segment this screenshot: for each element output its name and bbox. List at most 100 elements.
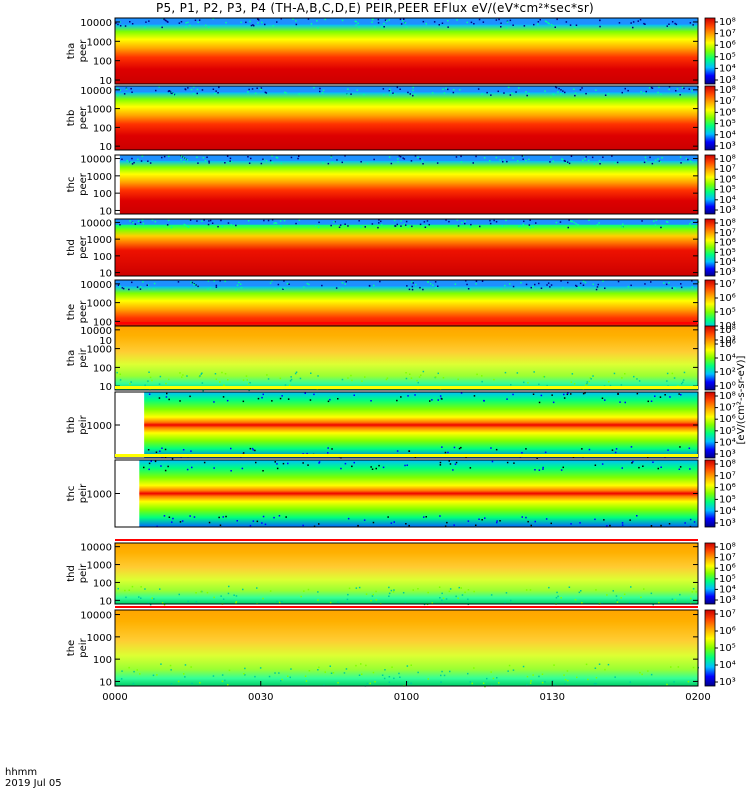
y-tick-label: 100: [93, 57, 112, 68]
date-label: 2019 Jul 05: [5, 778, 62, 789]
colorbar-tick-label: 10⁶: [719, 414, 736, 425]
colorbar-tick-label: 10⁴: [719, 321, 736, 332]
y-axis-label-probe: the: [66, 640, 77, 656]
colorbar-tick-label: 10⁷: [719, 471, 736, 482]
colorbar-tick-label: 10³: [719, 335, 736, 346]
y-axis-label-probe: the: [66, 304, 77, 320]
colorbar-label: [eV/(cm²-s-sr-eV)]: [736, 355, 747, 444]
y-axis-label-instrument: peir: [78, 347, 89, 367]
colorbar-tick-label: 10⁶: [719, 563, 736, 574]
y-tick-label: 100: [93, 655, 112, 666]
colorbar-tick-label: 10³: [719, 677, 736, 688]
spectrogram-fill: [144, 392, 698, 458]
colorbar-tick-label: 10⁸: [719, 218, 736, 229]
colorbar-tick-label: 10⁵: [719, 307, 736, 318]
y-axis-label-probe: thb: [66, 417, 77, 434]
x-tick-label: 0200: [685, 692, 710, 703]
y-tick-label: 10: [99, 336, 112, 347]
y-tick-label: 1000: [87, 172, 112, 183]
colorbar-tick-label: 10³: [719, 205, 736, 216]
colorbar-tick-label: 10²: [719, 367, 736, 378]
y-axis-label-probe: thd: [66, 239, 77, 256]
colorbar-tick-label: 10⁶: [719, 483, 736, 494]
colorbar-tick-label: 10⁸: [719, 154, 736, 165]
y-axis-label-instrument: peer: [78, 235, 89, 259]
x-tick-label: 0100: [394, 692, 419, 703]
spectrogram-fill: [119, 160, 698, 214]
y-tick-label: 10000: [80, 326, 112, 337]
colorbar-tick-label: 10³: [719, 267, 736, 278]
y-tick-label: 100: [93, 578, 112, 589]
colorbar-tick-label: 10⁴: [719, 353, 736, 364]
colorbar-tick-label: 10⁶: [719, 174, 736, 185]
colorbar-tick-label: 10⁷: [719, 29, 736, 40]
y-axis-label-instrument: peir: [78, 563, 89, 583]
y-axis-label-probe: thb: [66, 110, 77, 127]
y-tick-label: 10000: [80, 18, 112, 29]
y-axis-label-instrument: peir: [78, 483, 89, 503]
y-axis-label-probe: thd: [66, 565, 77, 582]
colorbar-tick-label: 10⁴: [719, 506, 736, 517]
colorbar-tick-label: 10⁶: [719, 626, 736, 637]
y-tick-label: 10000: [80, 155, 112, 166]
colorbar-tick-label: 10⁸: [719, 85, 736, 96]
colorbar-tick-label: 10⁷: [719, 553, 736, 564]
y-tick-label: 10: [99, 677, 112, 688]
y-tick-label: 10000: [80, 280, 112, 291]
y-axis-label-probe: tha: [66, 43, 77, 59]
y-tick-label: 100: [93, 123, 112, 134]
y-axis-label-instrument: peer: [78, 39, 89, 63]
colorbar-tick-label: 10⁶: [719, 107, 736, 118]
colorbar-tick-label: 10⁰: [719, 381, 736, 392]
panel-the-peir: 10000 1000 100 10 the peir 10⁷ 10⁶ 10⁵ 10⁴ 10³: [66, 606, 736, 688]
y-tick-label: 1000: [87, 105, 112, 116]
spectrogram-fill: [115, 224, 698, 276]
y-tick-label: 1000: [87, 421, 112, 432]
colorbar-tick-label: 10³: [719, 518, 736, 529]
colorbar-tick-label: 10⁴: [719, 584, 736, 595]
colorbar-tha-peir: 10⁸ 10⁶ 10⁴ 10² 10⁰: [704, 325, 736, 392]
y-tick-label: 1000: [87, 561, 112, 572]
spectrogram-fill: [115, 610, 698, 686]
y-tick-label: 10000: [80, 543, 112, 554]
y-axis-label-instrument: peir: [78, 637, 89, 657]
y-tick-label: 100: [93, 252, 112, 263]
spectrogram-fill: [115, 326, 698, 390]
y-tick-label: 10: [99, 76, 112, 87]
colorbar-tick-label: 10⁸: [719, 17, 736, 28]
y-tick-label: 1000: [87, 235, 112, 246]
chart-title: P5, P1, P2, P3, P4 (TH-A,B,C,D,E) PEIR,P…: [155, 1, 595, 15]
colorbar-tick-label: 10⁵: [719, 426, 736, 437]
colorbar-tick-label: 10⁵: [719, 643, 736, 654]
y-tick-label: 1000: [87, 37, 112, 48]
colorbar-tick-label: 10³: [719, 75, 736, 86]
colorbar-tick-label: 10⁵: [719, 247, 736, 258]
colorbar-tick-label: 10⁴: [719, 660, 736, 671]
y-tick-label: 10000: [80, 611, 112, 622]
y-axis-label-probe: thc: [66, 177, 77, 193]
colorbar-tick-label: 10⁵: [719, 52, 736, 63]
y-tick-label: 100: [93, 189, 112, 200]
spectrogram-fill: [115, 92, 698, 150]
colorbar-tick-label: 10³: [719, 449, 736, 460]
colorbar-tick-label: 10⁶: [719, 238, 736, 249]
spectrogram-fill: [115, 24, 698, 85]
colorbar-tick-label: 10⁵: [719, 185, 736, 196]
colorbar-tick-label: 10⁸: [719, 459, 736, 470]
x-tick-label: 0000: [102, 692, 127, 703]
colorbar-tick-label: 10⁴: [719, 63, 736, 74]
colorbar-tick-label: 10⁷: [719, 609, 736, 620]
colorbar-tick-label: 10⁷: [719, 164, 736, 175]
